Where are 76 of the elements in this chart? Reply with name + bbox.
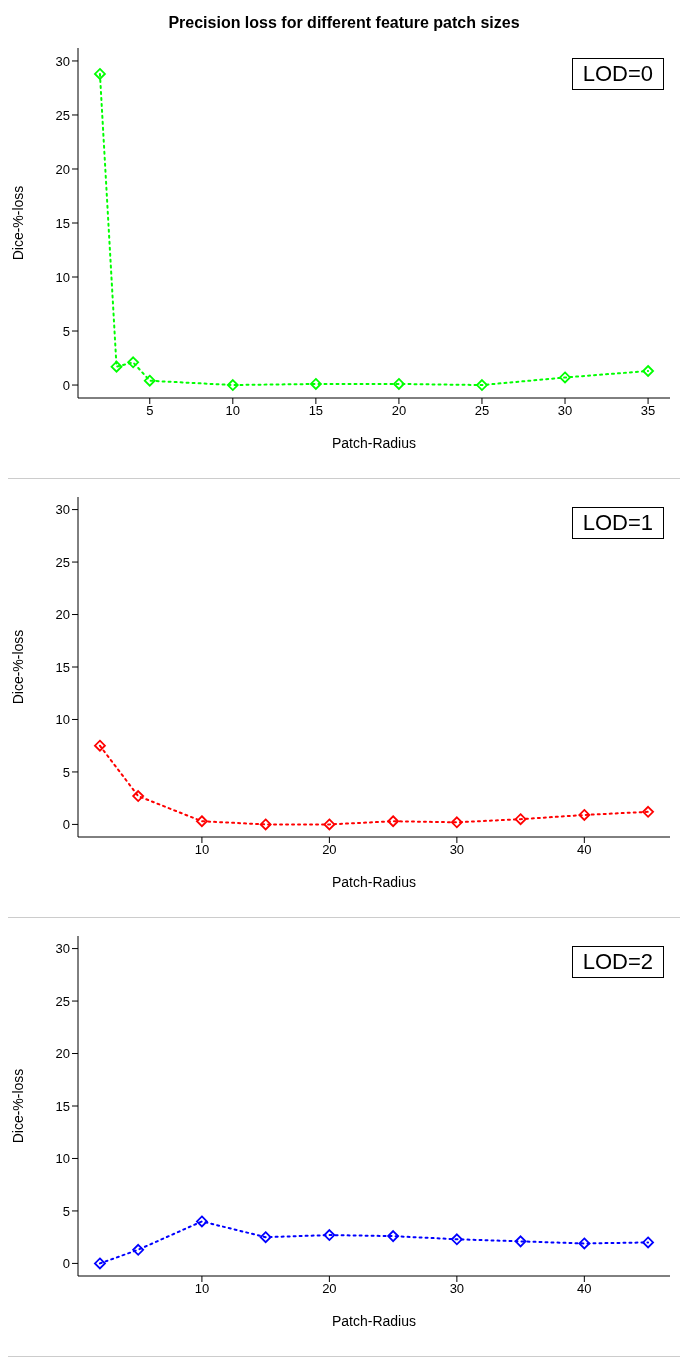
- x-tick-label: 10: [194, 842, 210, 858]
- point: [393, 378, 405, 390]
- y-tick-label: 10: [55, 1151, 70, 1167]
- x-tick-label: 20: [322, 1281, 337, 1297]
- x-tick-label: 10: [225, 403, 241, 419]
- point: [450, 1233, 463, 1246]
- y-tick-label: 0: [62, 817, 70, 833]
- y-tick-label: 30: [55, 502, 70, 518]
- chart-title: Precision loss for different feature patch sizes: [167, 13, 521, 33]
- x-axis-title: Patch-Radius: [331, 435, 417, 451]
- x-tick-label: 5: [146, 403, 154, 419]
- point: [642, 805, 654, 818]
- point: [323, 1229, 336, 1241]
- point: [309, 378, 322, 390]
- y-tick-label: 20: [55, 1046, 70, 1062]
- point: [323, 818, 336, 831]
- y-tick-label: 30: [55, 941, 70, 957]
- point: [94, 1257, 106, 1270]
- point: [642, 365, 654, 377]
- y-tick-label: 20: [55, 161, 70, 177]
- point: [196, 1215, 208, 1228]
- point: [387, 1230, 400, 1243]
- y-tick-label: 25: [55, 107, 70, 123]
- point: [450, 816, 463, 829]
- point: [514, 813, 527, 826]
- x-tick-label: 30: [557, 403, 573, 419]
- x-tick-label: 40: [577, 1281, 592, 1297]
- x-axis-title: Patch-Radius: [331, 1313, 417, 1329]
- point: [476, 379, 488, 391]
- x-tick-label: 40: [577, 842, 592, 858]
- y-tick-label: 5: [62, 764, 70, 780]
- y-tick-label: 10: [55, 269, 70, 285]
- point: [94, 739, 106, 752]
- x-tick-label: 25: [474, 403, 490, 419]
- point: [578, 809, 591, 821]
- y-axis-title: Dice-%-loss: [9, 1068, 26, 1144]
- point: [132, 1243, 145, 1256]
- point: [94, 68, 106, 80]
- point: [110, 360, 123, 373]
- x-tick-label: 15: [308, 403, 324, 419]
- x-tick-label: 20: [322, 842, 337, 858]
- y-tick-label: 15: [55, 215, 70, 231]
- y-axis-title: Dice-%-loss: [9, 629, 26, 705]
- y-tick-label: 10: [55, 712, 70, 728]
- x-tick-label: 30: [449, 1281, 465, 1297]
- point: [259, 1231, 272, 1244]
- point: [259, 818, 272, 831]
- y-tick-label: 5: [62, 1203, 70, 1219]
- annotation: LOD=2: [571, 946, 664, 978]
- y-tick-label: 15: [55, 1098, 70, 1114]
- x-tick-label: 10: [194, 1281, 210, 1297]
- point: [196, 815, 208, 828]
- x-tick-label: 30: [449, 842, 465, 858]
- point: [127, 356, 140, 369]
- point: [642, 1236, 654, 1249]
- y-tick-label: 0: [62, 377, 70, 393]
- y-tick-label: 0: [62, 1256, 70, 1272]
- y-tick-label: 20: [55, 607, 70, 623]
- x-tick-label: 35: [640, 403, 656, 419]
- annotation: LOD=0: [571, 58, 664, 90]
- point: [559, 371, 571, 384]
- y-axis-title: Dice-%-loss: [9, 185, 26, 261]
- annotation: LOD=1: [571, 507, 664, 539]
- point: [578, 1237, 591, 1250]
- point: [143, 374, 156, 387]
- y-tick-label: 15: [55, 659, 70, 675]
- point: [132, 790, 145, 802]
- x-axis-title: Patch-Radius: [331, 874, 417, 890]
- y-tick-label: 25: [55, 993, 70, 1009]
- point: [514, 1235, 527, 1248]
- y-tick-label: 25: [55, 554, 70, 570]
- y-tick-label: 5: [62, 323, 70, 339]
- y-tick-label: 30: [55, 53, 70, 69]
- point: [226, 379, 239, 391]
- point: [387, 815, 400, 828]
- x-tick-label: 20: [391, 403, 407, 419]
